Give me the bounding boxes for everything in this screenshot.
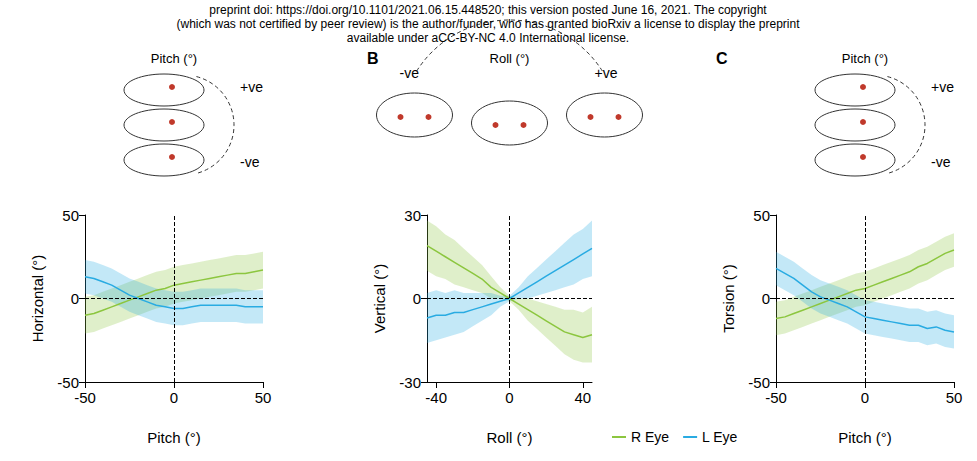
svg-text:30: 30 (404, 207, 421, 224)
svg-text:0: 0 (413, 290, 421, 307)
svg-text:0: 0 (170, 389, 178, 406)
svg-text:-ve: -ve (931, 154, 951, 170)
svg-text:-50: -50 (748, 374, 770, 391)
svg-text:L Eye: L Eye (702, 429, 737, 445)
svg-text:C: C (716, 50, 728, 67)
svg-text:Torsion (°): Torsion (°) (720, 264, 737, 333)
svg-text:R Eye: R Eye (631, 429, 669, 445)
svg-text:Pitch (°): Pitch (°) (147, 429, 201, 446)
svg-text:-30: -30 (399, 374, 421, 391)
svg-text:(which was not certified by pe: (which was not certified by peer review)… (177, 17, 801, 31)
svg-text:-ve: -ve (240, 154, 260, 170)
svg-text:Horizontal (°): Horizontal (°) (29, 255, 46, 343)
svg-text:50: 50 (946, 389, 963, 406)
svg-text:Pitch (°): Pitch (°) (842, 51, 888, 66)
svg-text:-50: -50 (74, 389, 96, 406)
svg-text:-50: -50 (57, 374, 79, 391)
svg-text:Roll (°): Roll (°) (490, 51, 530, 66)
svg-text:-40: -40 (425, 389, 447, 406)
svg-text:-ve: -ve (400, 65, 420, 81)
svg-text:Pitch (°): Pitch (°) (151, 51, 197, 66)
svg-text:+ve: +ve (595, 65, 618, 81)
svg-text:50: 50 (62, 207, 79, 224)
svg-text:Pitch (°): Pitch (°) (838, 429, 892, 446)
svg-text:available under aCC-BY-NC 4.0: available under aCC-BY-NC 4.0 Internatio… (347, 31, 629, 45)
svg-text:-50: -50 (765, 389, 787, 406)
svg-text:Roll (°): Roll (°) (487, 429, 533, 446)
svg-text:B: B (367, 50, 379, 67)
svg-text:Vertical (°): Vertical (°) (371, 264, 388, 333)
svg-text:0: 0 (762, 290, 770, 307)
svg-text:0: 0 (861, 389, 869, 406)
svg-text:preprint doi: https://doi.org/: preprint doi: https://doi.org/10.1101/20… (209, 3, 767, 17)
svg-text:0: 0 (71, 290, 79, 307)
svg-text:+ve: +ve (240, 79, 263, 95)
svg-text:50: 50 (753, 207, 770, 224)
svg-text:+ve: +ve (931, 79, 954, 95)
svg-text:40: 40 (574, 389, 591, 406)
svg-text:50: 50 (255, 389, 272, 406)
svg-text:0: 0 (505, 389, 513, 406)
